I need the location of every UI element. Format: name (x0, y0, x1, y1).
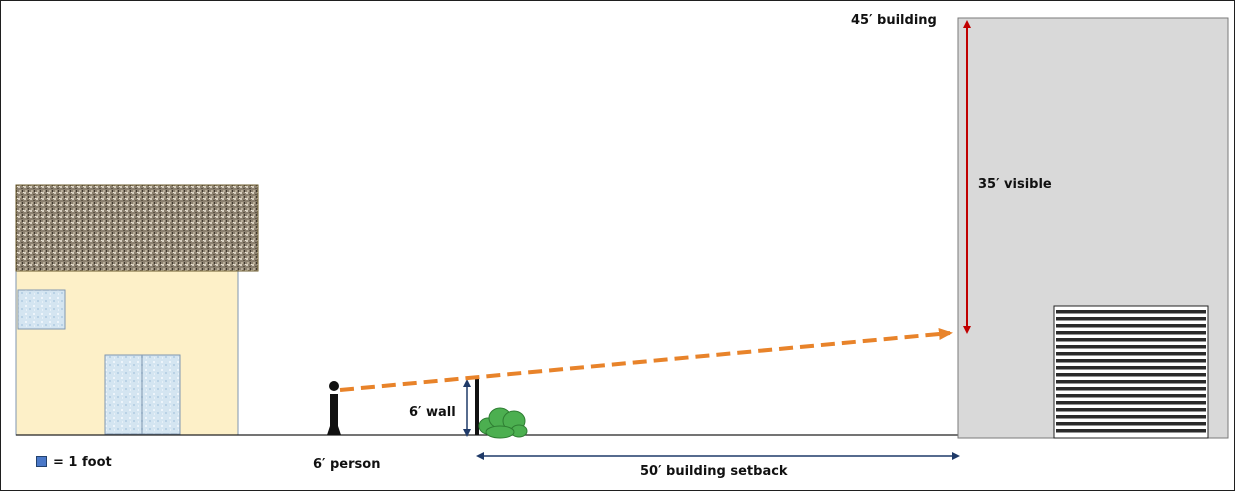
building-height-label: 45′ building (851, 13, 937, 28)
garage-door-slat (1056, 429, 1206, 433)
person-figure (327, 381, 341, 435)
sight-line (339, 328, 953, 392)
shrub (478, 407, 528, 439)
garage-door-slat (1056, 366, 1206, 370)
wall (475, 379, 479, 435)
person-label: 6′ person (313, 457, 381, 472)
house-door-left (104, 354, 143, 435)
house (15, 184, 259, 436)
garage-door-slat (1056, 408, 1206, 412)
person-head (329, 381, 339, 391)
building (957, 17, 1229, 439)
garage-door-slat (1056, 415, 1206, 419)
house-door-right (141, 354, 181, 435)
legend: = 1 foot (36, 455, 112, 470)
garage-door-slat (1056, 345, 1206, 349)
garage-door-slat (1056, 401, 1206, 405)
person-body (327, 394, 341, 435)
garage-door-slat (1056, 317, 1206, 321)
garage-door-slat (1056, 338, 1206, 342)
setback-label: 50′ building setback (640, 464, 788, 479)
garage-door-slat (1056, 331, 1206, 335)
garage-door-slat (1056, 352, 1206, 356)
house-roof (15, 184, 259, 272)
garage-door (1053, 305, 1209, 439)
garage-door-slat (1056, 387, 1206, 391)
garage-door-slat (1056, 359, 1206, 363)
visible-height-label: 35′ visible (978, 177, 1052, 192)
garage-door-slat (1056, 422, 1206, 426)
house-window (17, 289, 66, 330)
garage-door-slat (1056, 324, 1206, 328)
legend-label: = 1 foot (53, 455, 112, 470)
garage-door-slat (1056, 310, 1206, 314)
garage-door-slat (1056, 373, 1206, 377)
wall-label: 6′ wall (409, 405, 456, 420)
garage-door-slat (1056, 394, 1206, 398)
blue-square-icon (36, 456, 47, 467)
garage-door-slat (1056, 380, 1206, 384)
